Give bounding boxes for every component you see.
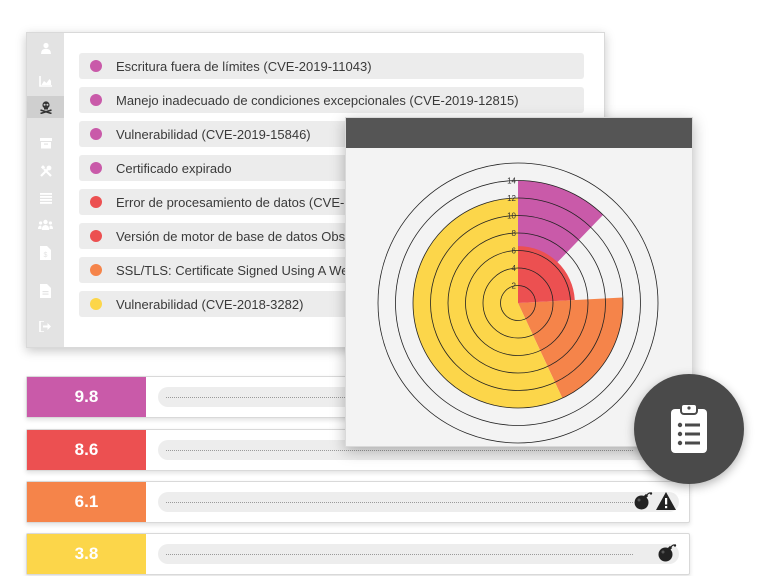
svg-text:$: $ [44, 252, 48, 259]
users-icon [38, 219, 53, 230]
tools-icon [39, 165, 52, 177]
sidebar-item-users[interactable] [27, 213, 64, 235]
vulnerability-label: Manejo inadecuado de condiciones excepci… [116, 92, 519, 108]
user-icon [40, 42, 51, 54]
grid-ring [430, 215, 606, 391]
clipboard-list-icon [671, 403, 707, 453]
chart-panel: 2 4 6 8 10 12 14 [345, 117, 693, 447]
grid-ring [465, 250, 571, 356]
score-row[interactable]: 8.6 [26, 429, 690, 471]
score-value: 3.8 [27, 534, 146, 574]
severity-dot [90, 60, 102, 72]
sidebar-item-archive[interactable] [27, 132, 64, 154]
sign-out-icon [39, 320, 51, 332]
vulnerability-label: Error de procesamiento de datos (CVE-201… [116, 194, 419, 210]
bomb-icon [634, 492, 653, 510]
report-button[interactable] [634, 374, 744, 484]
grid-ring [377, 162, 659, 444]
skull-crossbones-icon [39, 101, 52, 114]
radial-tick-label: 12 [507, 194, 516, 203]
radial-tick-label: 10 [507, 212, 516, 221]
sidebar-item-logout[interactable] [27, 315, 64, 337]
vulnerability-label: Escritura fuera de límites (CVE-2019-110… [116, 58, 372, 74]
chart-header [346, 118, 692, 148]
radial-tick-label: 8 [512, 229, 517, 238]
score-value: 8.6 [27, 430, 146, 470]
polar-area-chart: 2 4 6 8 10 12 14 [377, 162, 659, 444]
score-track [158, 492, 679, 512]
severity-dot [90, 128, 102, 140]
severity-dot [90, 162, 102, 174]
sidebar-item-list[interactable] [27, 187, 64, 209]
list-item[interactable]: Manejo inadecuado de condiciones excepci… [79, 87, 584, 113]
bomb-icon [658, 544, 677, 562]
sidebar-item-vulnerabilities[interactable] [27, 96, 64, 118]
score-value: 6.1 [27, 482, 146, 522]
score-value: 9.8 [27, 377, 146, 417]
grid-ring [447, 232, 589, 374]
polar-wedge [518, 297, 623, 399]
radial-tick-label: 6 [512, 247, 517, 256]
sidebar-item-invoice[interactable]: $ [27, 242, 64, 264]
grid-ring [412, 197, 624, 409]
severity-dot [90, 196, 102, 208]
radial-tick-label: 2 [512, 282, 517, 291]
area-chart-icon [39, 75, 52, 87]
sidebar-item-user[interactable] [27, 37, 64, 59]
sidebar-item-chart[interactable] [27, 70, 64, 92]
severity-dot [90, 230, 102, 242]
sidebar-item-tools[interactable] [27, 160, 64, 182]
score-dotted-line [166, 554, 633, 555]
score-dotted-line [166, 502, 633, 503]
severity-dot [90, 94, 102, 106]
file-invoice-icon: $ [40, 246, 51, 260]
severity-dot [90, 298, 102, 310]
archive-icon [39, 138, 52, 149]
grid-ring [482, 267, 554, 339]
score-dotted-line [166, 450, 633, 451]
vulnerability-label: Vulnerabilidad (CVE-2019-15846) [116, 126, 311, 142]
row-icons [633, 491, 677, 511]
grid-ring [395, 180, 641, 426]
sidebar-item-file[interactable] [27, 280, 64, 302]
list-item[interactable]: Escritura fuera de límites (CVE-2019-110… [79, 53, 584, 79]
radial-tick-label: 4 [512, 264, 517, 273]
grid-ring [500, 285, 536, 321]
row-icons [657, 543, 677, 563]
score-row[interactable]: 3.8 [26, 533, 690, 575]
score-track [158, 544, 679, 564]
score-row[interactable]: 6.1 [26, 481, 690, 523]
polar-wedge [413, 198, 563, 408]
warning-icon [656, 492, 676, 510]
file-icon [40, 284, 51, 298]
severity-dot [90, 264, 102, 276]
sidebar: $ [27, 33, 64, 347]
list-icon [39, 192, 52, 204]
vulnerability-label: Vulnerabilidad (CVE-2018-3282) [116, 296, 304, 312]
vulnerability-label: Versión de motor de base de datos Obsole… [116, 228, 374, 244]
vulnerability-label: Certificado expirado [116, 160, 232, 176]
polar-wedge [518, 246, 575, 303]
radial-tick-label: 14 [507, 177, 516, 186]
